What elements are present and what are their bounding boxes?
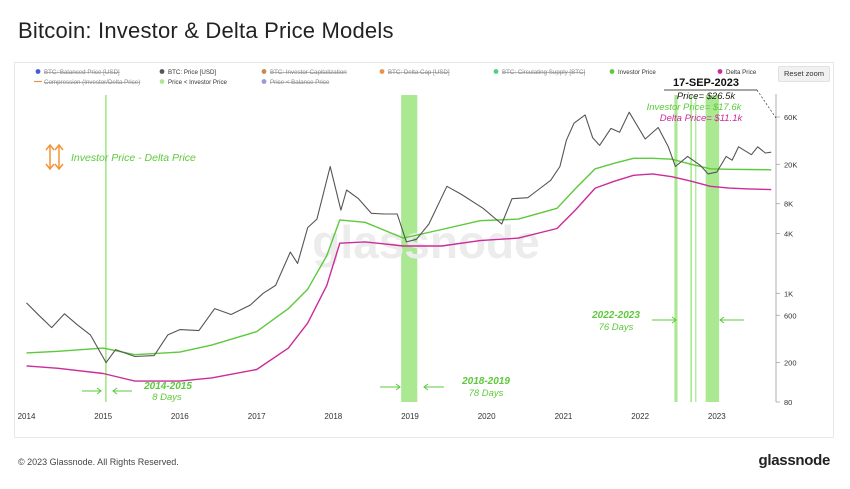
arrow-left-icon xyxy=(112,387,132,395)
annotation-2022-2023: 2022-2023 76 Days xyxy=(591,310,744,333)
footer-brand-logo: glassnode xyxy=(758,452,831,469)
arrow-left-icon xyxy=(719,316,744,324)
legend-marker xyxy=(159,69,165,74)
annotation-subtitle: 8 Days xyxy=(152,392,182,403)
chart-svg: BTC: Balanced Price [USD] BTC: Price [USD… xyxy=(18,69,798,421)
annotation-2014-2015: 2014-2015 8 Days xyxy=(82,381,192,403)
legend-item[interactable]: BTC: Delta Cap [USD] xyxy=(379,69,450,76)
shaded-periods xyxy=(105,95,720,402)
x-tick-label: 2022 xyxy=(631,412,649,421)
arrow-right-icon xyxy=(652,316,677,324)
legend-label: Price < Investor Price xyxy=(168,79,228,86)
compression-legend: Investor Price - Delta Price xyxy=(45,143,196,171)
arrow-right-icon xyxy=(82,387,102,395)
legend-item[interactable]: BTC: Circulating Supply [BTC] xyxy=(493,69,586,76)
legend-label: BTC: Price [USD] xyxy=(168,69,216,76)
legend-item[interactable]: Delta Price xyxy=(717,69,757,76)
x-tick-label: 2015 xyxy=(94,412,112,421)
x-axis: 2014 2015 2016 2017 2018 2019 2020 2021 2022 2023 xyxy=(18,412,727,421)
svg-text:Investor Price - Delta Price: Investor Price - Delta Price xyxy=(71,152,196,164)
annotation-title: 2022-2023 xyxy=(591,310,640,321)
x-tick-label: 2019 xyxy=(401,412,419,421)
y-tick-label: 200 xyxy=(784,359,797,368)
x-tick-label: 2023 xyxy=(708,412,726,421)
shaded-period-bar xyxy=(690,95,693,402)
callout-price: Price= $26.5k xyxy=(677,91,737,102)
legend-item[interactable]: Price < Balance Price xyxy=(261,79,330,86)
legend-marker xyxy=(379,69,385,74)
series-line-btc-price-usd xyxy=(26,111,772,364)
annotation-subtitle: 76 Days xyxy=(599,322,634,333)
annotation-title: 2014-2015 xyxy=(143,381,192,392)
legend-item[interactable]: Compression (Investor/Delta Price) xyxy=(34,79,140,86)
legend-label: Compression (Investor/Delta Price) xyxy=(44,79,140,86)
x-tick-label: 2014 xyxy=(18,412,36,421)
x-tick-label: 2018 xyxy=(324,412,342,421)
legend-label: Delta Price xyxy=(726,69,757,76)
legend-marker xyxy=(717,69,723,74)
legend-item[interactable]: Price < Investor Price xyxy=(159,79,228,86)
legend-label: BTC: Circulating Supply [BTC] xyxy=(502,69,585,76)
annotation-title: 2018-2019 xyxy=(461,376,510,387)
arrow-right-icon xyxy=(380,383,401,391)
x-tick-label: 2017 xyxy=(248,412,266,421)
x-tick-label: 2016 xyxy=(171,412,189,421)
x-tick-label: 2020 xyxy=(478,412,496,421)
footer-copyright: © 2023 Glassnode. All Rights Reserved. xyxy=(18,457,179,467)
shaded-period-bar xyxy=(674,95,678,402)
y-tick-label: 60K xyxy=(784,113,797,122)
watermark-text: glassnode xyxy=(312,216,540,268)
y-tick-label: 1K xyxy=(784,289,793,298)
legend-item[interactable]: BTC: Investor Capitalization xyxy=(261,69,348,76)
legend-marker xyxy=(159,79,165,84)
legend-label: Investor Price xyxy=(618,69,656,76)
annotation-2018-2019: 2018-2019 78 Days xyxy=(380,376,510,399)
y-tick-label: 4K xyxy=(784,230,793,239)
y-axis: 80 200 600 1K 4K 8K 20K 60K xyxy=(776,113,797,407)
legend-marker xyxy=(493,69,499,74)
legend: BTC: Balanced Price [USD] BTC: Price [USD… xyxy=(34,69,757,86)
callout-dotted-line xyxy=(756,89,777,119)
legend-marker xyxy=(35,69,41,74)
compression-label: Investor Price - Delta Price xyxy=(71,152,196,164)
shaded-period-bar xyxy=(695,95,697,402)
page-title: Bitcoin: Investor & Delta Price Models xyxy=(18,18,394,43)
callout-date: 17-SEP-2023 xyxy=(673,77,739,89)
legend-label: BTC: Investor Capitalization xyxy=(270,69,347,76)
double-arrow-icon xyxy=(45,143,64,171)
reset-zoom-button[interactable]: Reset zoom xyxy=(778,66,830,82)
legend-marker xyxy=(609,69,615,74)
x-tick-label: 2021 xyxy=(555,412,573,421)
series-line-delta-price xyxy=(26,173,772,382)
shaded-period-bar xyxy=(105,95,107,402)
y-tick-label: 20K xyxy=(784,160,797,169)
legend-item[interactable]: BTC: Price [USD] xyxy=(159,69,217,76)
legend-item[interactable]: BTC: Balanced Price [USD] xyxy=(35,69,120,76)
y-tick-label: 8K xyxy=(784,200,793,209)
arrow-left-icon xyxy=(423,383,444,391)
legend-item[interactable]: Investor Price xyxy=(609,69,657,76)
legend-label: BTC: Delta Cap [USD] xyxy=(388,69,450,76)
shaded-period-bar xyxy=(401,95,418,402)
callout-investor-price: Investor Price= $17.6k xyxy=(647,102,743,113)
legend-label: BTC: Balanced Price [USD] xyxy=(44,69,120,76)
shaded-period-bar xyxy=(705,95,720,402)
y-tick-label: 80 xyxy=(784,398,792,407)
callout: 17-SEP-2023 Price= $26.5k Investor Price… xyxy=(647,77,757,124)
legend-marker xyxy=(261,69,267,74)
chart-frame xyxy=(14,62,834,438)
legend-label: Price < Balance Price xyxy=(270,79,330,86)
legend-marker xyxy=(261,79,267,84)
axes xyxy=(756,89,777,402)
series-lines xyxy=(26,111,772,382)
y-tick-label: 600 xyxy=(784,311,797,320)
callout-delta-price: Delta Price= $11.1k xyxy=(660,113,744,124)
annotation-subtitle: 78 Days xyxy=(469,388,504,399)
